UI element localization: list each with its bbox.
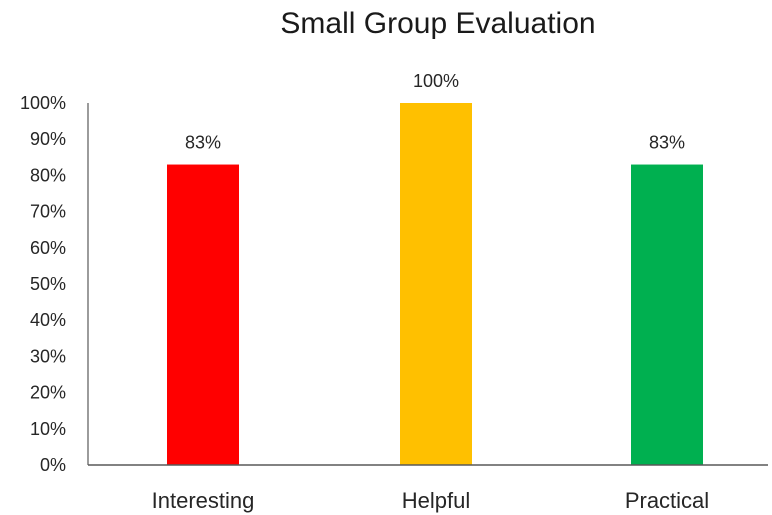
data-label-practical: 83% (649, 133, 685, 153)
data-label-interesting: 83% (185, 133, 221, 153)
bar-practical (631, 164, 703, 466)
bars: 83% 100% 83% (167, 71, 703, 466)
x-category-label: Practical (625, 488, 709, 513)
x-category-label: Interesting (152, 488, 255, 513)
y-tick-label: 70% (30, 202, 66, 222)
y-tick-label: 20% (30, 383, 66, 403)
y-tick-label: 0% (40, 455, 66, 475)
y-tick-label: 80% (30, 165, 66, 185)
chart-title: Small Group Evaluation (280, 7, 595, 40)
y-tick-label: 30% (30, 346, 66, 366)
y-axis: 0% 10% 20% 30% 40% 50% 60% 70% 80% 90% 100% (20, 93, 89, 475)
x-category-label: Helpful (402, 488, 470, 513)
y-tick-label: 50% (30, 274, 66, 294)
y-tick-label: 40% (30, 310, 66, 330)
y-tick-label: 90% (30, 129, 66, 149)
data-label-helpful: 100% (413, 71, 459, 91)
y-tick-label: 100% (20, 93, 66, 113)
bar-helpful (400, 103, 472, 465)
y-tick-label: 10% (30, 419, 66, 439)
x-axis: Interesting Helpful Practical (88, 464, 768, 513)
y-tick-label: 60% (30, 238, 66, 258)
bar-interesting (167, 164, 239, 466)
